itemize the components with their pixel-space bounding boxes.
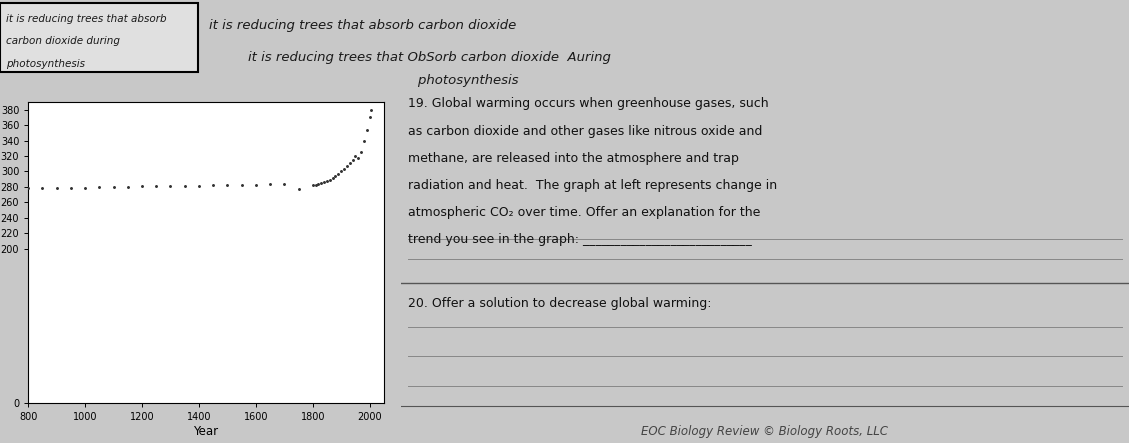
Point [105,183,123,190]
Point [321,176,339,183]
Point [318,178,336,185]
Point [326,172,344,179]
Point [313,179,331,187]
Point [218,182,236,189]
Point [332,168,350,175]
Point [47,184,65,191]
Point [362,106,380,113]
Text: photosynthesis: photosynthesis [248,74,519,87]
Point [261,180,279,187]
Text: photosynthesis: photosynthesis [6,59,85,69]
Point [34,185,52,192]
Point [90,183,108,190]
Point [119,183,137,190]
Text: 19. Global warming occurs when greenhouse gases, such: 19. Global warming occurs when greenhous… [408,97,769,110]
FancyBboxPatch shape [0,3,198,72]
Text: it is reducing trees that absorb carbon dioxide: it is reducing trees that absorb carbon … [209,19,516,32]
Point [204,182,222,189]
Point [247,181,265,188]
Point [307,181,325,188]
Text: it is reducing trees that ObSorb carbon dioxide  Auring: it is reducing trees that ObSorb carbon … [248,51,611,64]
Point [304,182,322,189]
Point [19,185,37,192]
Text: EOC Biology Review © Biology Roots, LLC: EOC Biology Review © Biology Roots, LLC [641,424,889,438]
Text: radiation and heat.  The graph at left represents change in: radiation and heat. The graph at left re… [408,179,777,192]
Point [133,183,151,190]
Text: it is reducing trees that absorb: it is reducing trees that absorb [6,14,166,23]
Point [349,155,367,162]
Point [341,159,359,167]
Point [315,179,333,186]
Point [335,166,353,173]
Point [352,148,370,155]
Point [330,170,348,177]
Point [76,184,94,191]
Point [324,175,342,182]
Text: 20. Offer a solution to decrease global warming:: 20. Offer a solution to decrease global … [408,297,711,311]
Point [360,114,378,121]
Text: atmospheric CO₂ over time. Offer an explanation for the: atmospheric CO₂ over time. Offer an expl… [408,206,761,219]
Text: methane, are released into the atmosphere and trap: methane, are released into the atmospher… [408,152,739,165]
Point [62,184,80,191]
Point [190,183,208,190]
Point [309,180,327,187]
Text: trend you see in the graph: ___________________________: trend you see in the graph: ____________… [408,233,752,246]
Point [358,126,376,133]
Point [355,138,373,145]
Point [233,181,251,188]
X-axis label: Year: Year [193,425,219,438]
Point [147,183,165,190]
Point [275,180,294,187]
Point [289,186,307,193]
Point [338,163,356,170]
Point [343,156,361,163]
Text: as carbon dioxide and other gases like nitrous oxide and: as carbon dioxide and other gases like n… [408,124,762,138]
Point [161,183,180,190]
Point [176,183,194,190]
Point [347,152,365,159]
Text: carbon dioxide during: carbon dioxide during [6,36,120,46]
